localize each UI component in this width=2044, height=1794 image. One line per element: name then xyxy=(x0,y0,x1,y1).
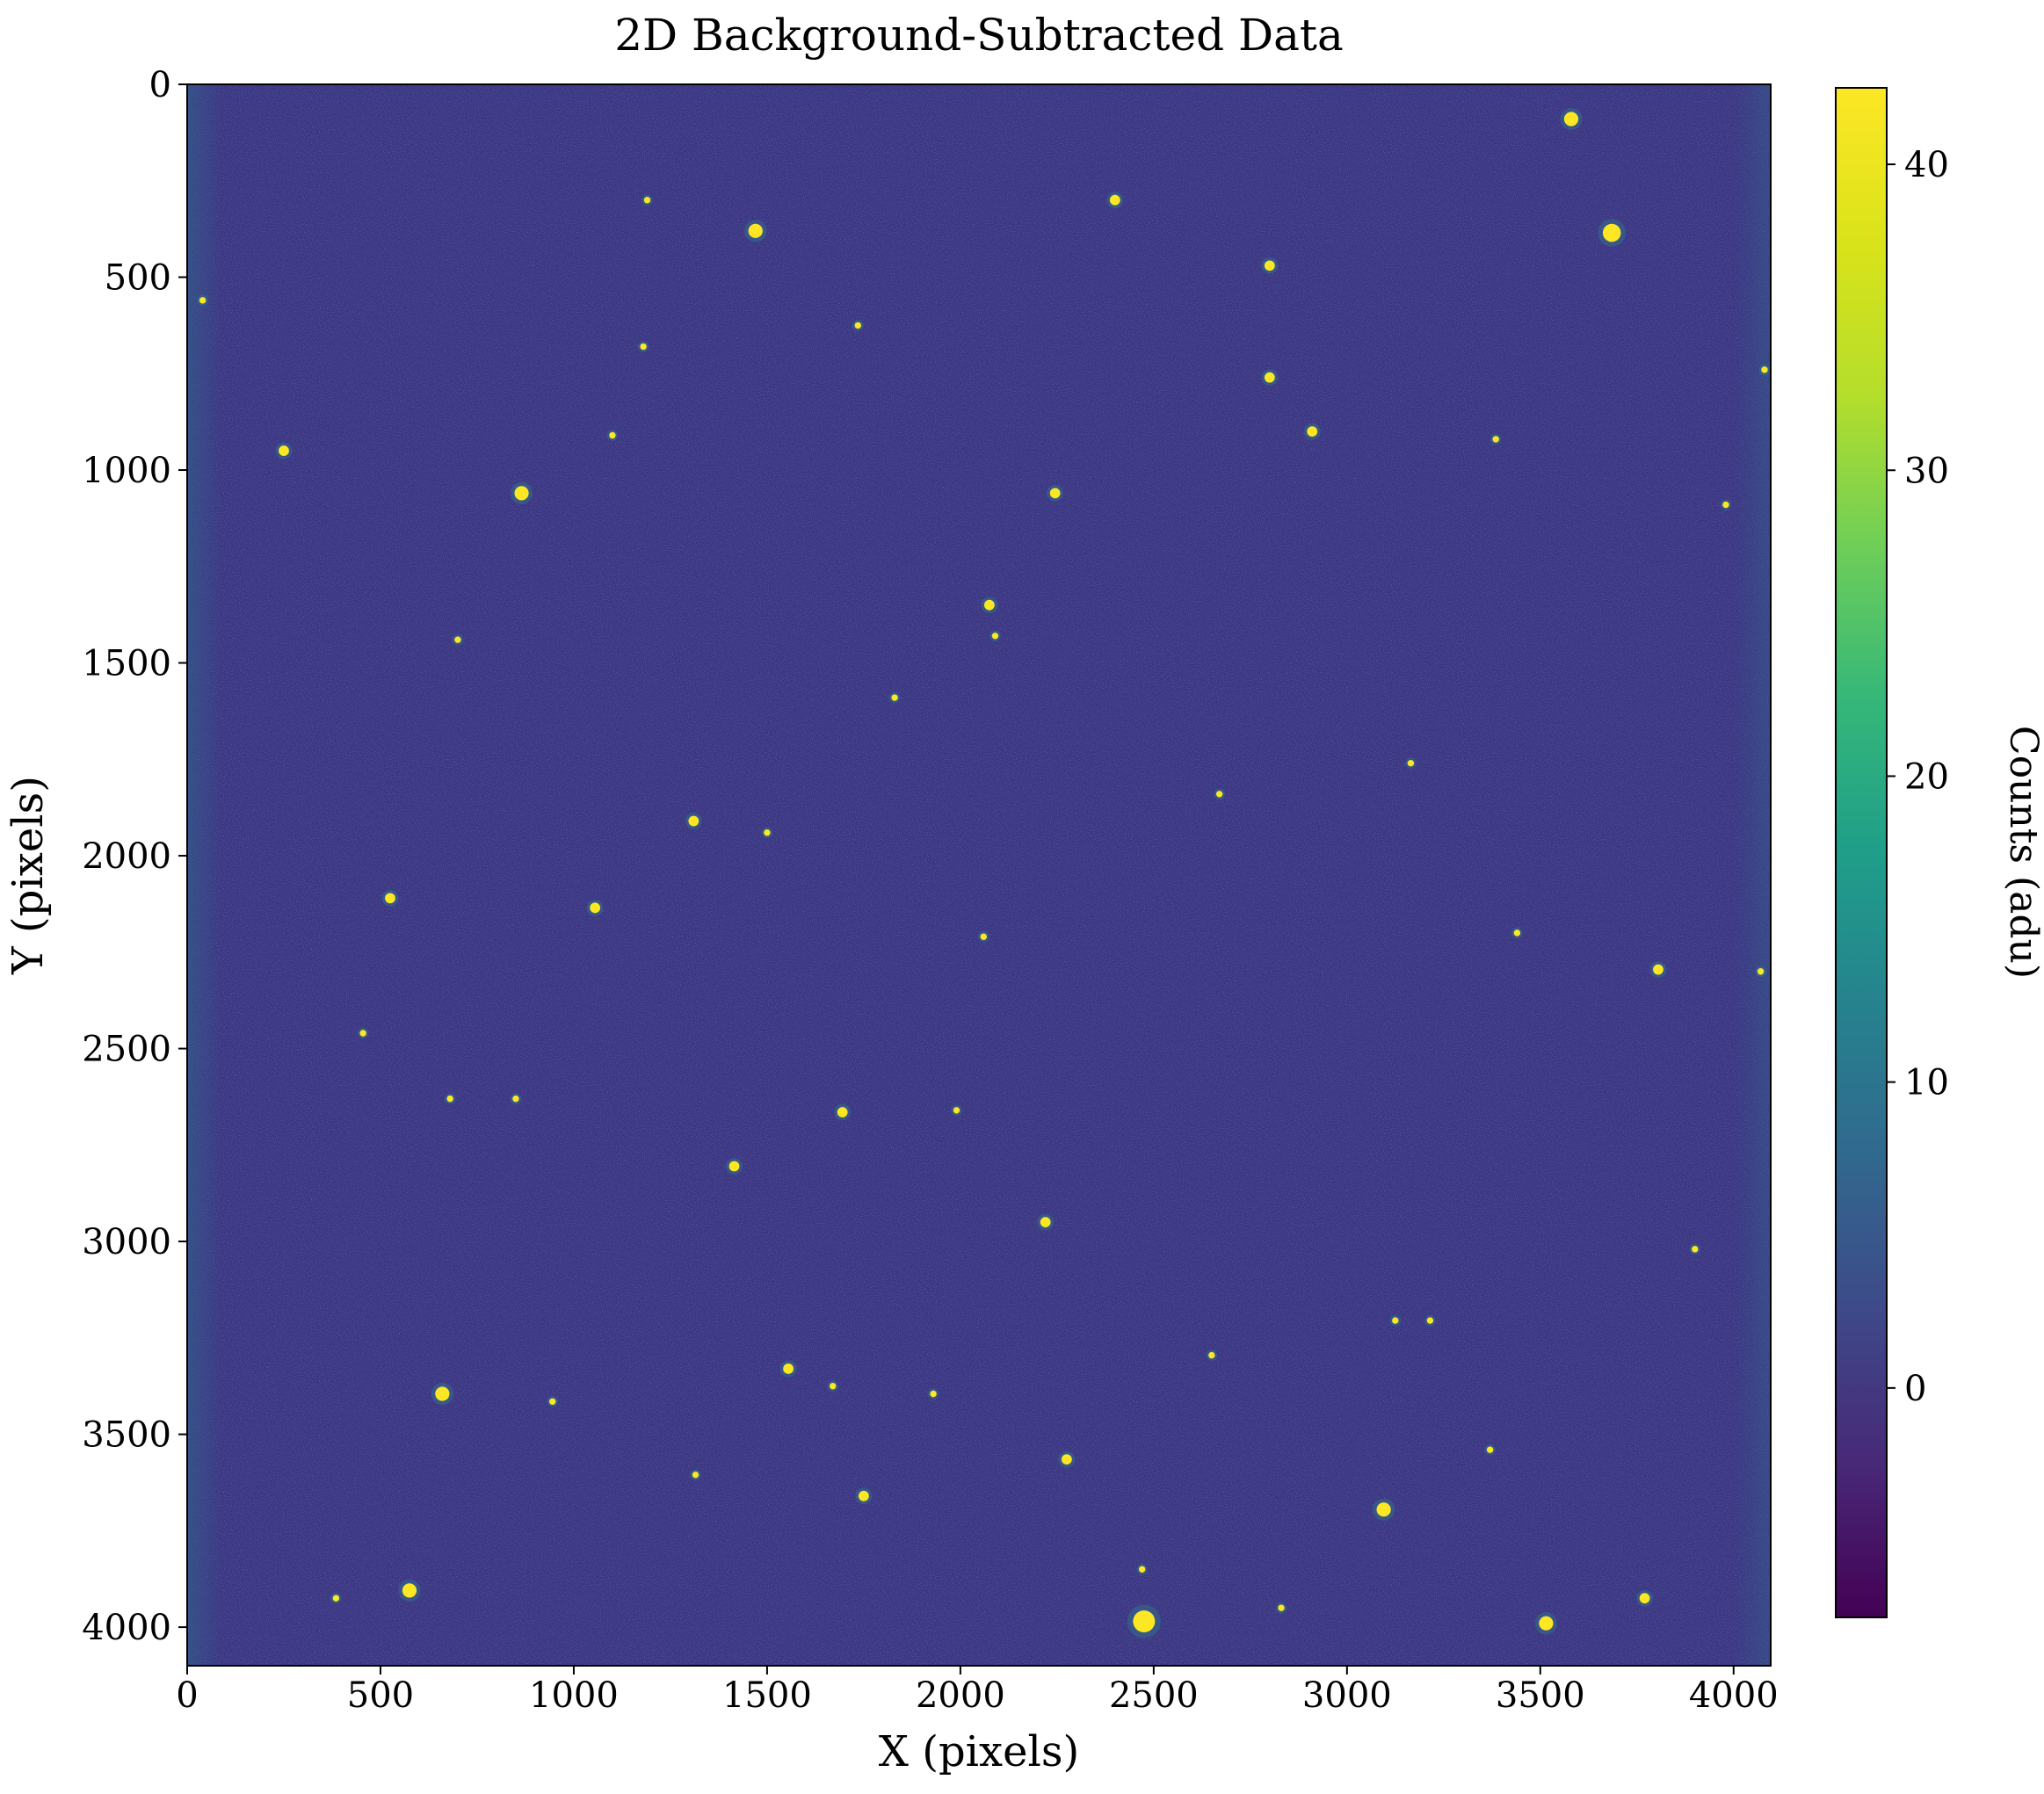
y-tick-label: 2500 xyxy=(82,1030,171,1070)
x-axis-label: X (pixels) xyxy=(879,1727,1079,1776)
star-source xyxy=(1133,1610,1156,1633)
colorbar: 0 10 20 30 40 Counts (adu) xyxy=(1835,87,2044,1618)
x-tick-label: 1500 xyxy=(722,1675,812,1716)
star-source xyxy=(332,1595,340,1602)
star-source xyxy=(199,297,207,304)
star-source xyxy=(1486,1446,1494,1453)
x-axis: 0 500 1000 1500 2000 2500 3000 3500 4000 xyxy=(176,1666,1779,1716)
colorbar-tick-label: 20 xyxy=(1904,756,1949,797)
star-source xyxy=(1307,426,1318,438)
star-source xyxy=(1049,488,1061,499)
star-source xyxy=(1264,260,1275,271)
star-source xyxy=(891,694,898,701)
star-source xyxy=(1539,1616,1554,1631)
plot-frame xyxy=(186,83,1772,1667)
star-source xyxy=(764,829,771,836)
star-source xyxy=(402,1583,417,1598)
colorbar-tick-label: 40 xyxy=(1904,145,1949,185)
colorbar-gradient xyxy=(1835,87,1888,1618)
star-source xyxy=(1215,791,1223,798)
star-source xyxy=(953,1107,960,1114)
y-axis: 0 500 1000 1500 2000 2500 3000 3500 4000 xyxy=(82,65,187,1648)
chart-title: 2D Background-Subtracted Data xyxy=(614,10,1344,61)
star-source xyxy=(1392,1317,1399,1324)
star-source xyxy=(1761,366,1768,373)
star-source xyxy=(1492,436,1499,443)
star-source xyxy=(930,1390,937,1398)
star-source xyxy=(728,1161,740,1172)
x-tick-label: 2000 xyxy=(916,1675,1005,1716)
star-source xyxy=(983,599,995,611)
star-source xyxy=(1407,759,1415,767)
x-tick-label: 4000 xyxy=(1689,1675,1779,1716)
star-sources xyxy=(197,107,1771,1638)
star-source xyxy=(854,322,861,329)
star-source xyxy=(640,343,647,351)
noise-texture xyxy=(187,84,1771,1666)
star-source xyxy=(1109,194,1120,206)
star-source xyxy=(512,1095,519,1103)
y-tick-label: 3000 xyxy=(82,1222,171,1262)
star-source xyxy=(1264,372,1275,383)
colorbar-label: Counts (adu) xyxy=(2001,726,2044,979)
y-axis-label: Y (pixels) xyxy=(4,776,53,975)
colorbar-tick-label: 10 xyxy=(1904,1063,1949,1103)
x-tick-label: 1000 xyxy=(529,1675,619,1716)
y-tick-label: 3500 xyxy=(82,1415,171,1456)
star-source xyxy=(549,1398,556,1405)
star-source xyxy=(783,1364,794,1374)
y-tick-label: 4000 xyxy=(82,1608,171,1648)
star-source xyxy=(1138,1566,1146,1573)
star-source xyxy=(514,486,529,501)
colorbar-tick-label: 0 xyxy=(1904,1369,1926,1409)
star-source xyxy=(385,893,395,904)
star-source xyxy=(858,1490,869,1501)
star-source xyxy=(1208,1351,1215,1359)
star-source xyxy=(1376,1502,1391,1517)
star-source xyxy=(837,1107,848,1118)
star-source xyxy=(590,902,601,914)
x-tick-label: 3500 xyxy=(1496,1675,1585,1716)
right-edge-glow xyxy=(1736,84,1771,1666)
star-source xyxy=(1278,1604,1285,1611)
star-source xyxy=(1653,964,1663,975)
star-source xyxy=(359,1030,366,1037)
star-source xyxy=(643,197,651,204)
star-source xyxy=(748,223,763,238)
x-tick-label: 0 xyxy=(176,1675,198,1716)
x-tick-label: 2500 xyxy=(1109,1675,1199,1716)
colorbar-tick-label: 30 xyxy=(1904,451,1949,491)
y-tick-label: 1000 xyxy=(82,451,171,491)
star-source xyxy=(830,1383,837,1390)
y-tick-label: 500 xyxy=(105,258,171,299)
y-tick-label: 1500 xyxy=(82,644,171,684)
star-source xyxy=(435,1386,450,1401)
image-area xyxy=(187,84,1771,1666)
star-source xyxy=(1563,112,1579,127)
star-source xyxy=(454,636,461,643)
star-source xyxy=(609,431,616,439)
star-source xyxy=(991,633,999,640)
y-tick-label: 2000 xyxy=(82,836,171,877)
star-source xyxy=(692,1471,699,1479)
star-source xyxy=(1061,1454,1072,1465)
star-source xyxy=(688,815,699,827)
star-source xyxy=(1513,930,1521,937)
x-tick-label: 500 xyxy=(347,1675,414,1716)
star-source xyxy=(1692,1246,1699,1253)
star-source xyxy=(1602,223,1621,242)
star-source xyxy=(980,933,987,940)
colorbar-ticks: 0 10 20 30 40 xyxy=(1887,145,1949,1409)
x-tick-label: 3000 xyxy=(1302,1675,1392,1716)
star-source xyxy=(1722,501,1729,509)
star-source xyxy=(446,1095,453,1103)
left-edge-glow xyxy=(187,84,222,1666)
star-source xyxy=(1757,968,1765,975)
y-tick-label: 0 xyxy=(149,65,171,105)
star-source xyxy=(1040,1217,1051,1228)
star-source xyxy=(279,445,289,456)
star-source xyxy=(1426,1317,1434,1324)
star-source xyxy=(1639,1593,1650,1604)
